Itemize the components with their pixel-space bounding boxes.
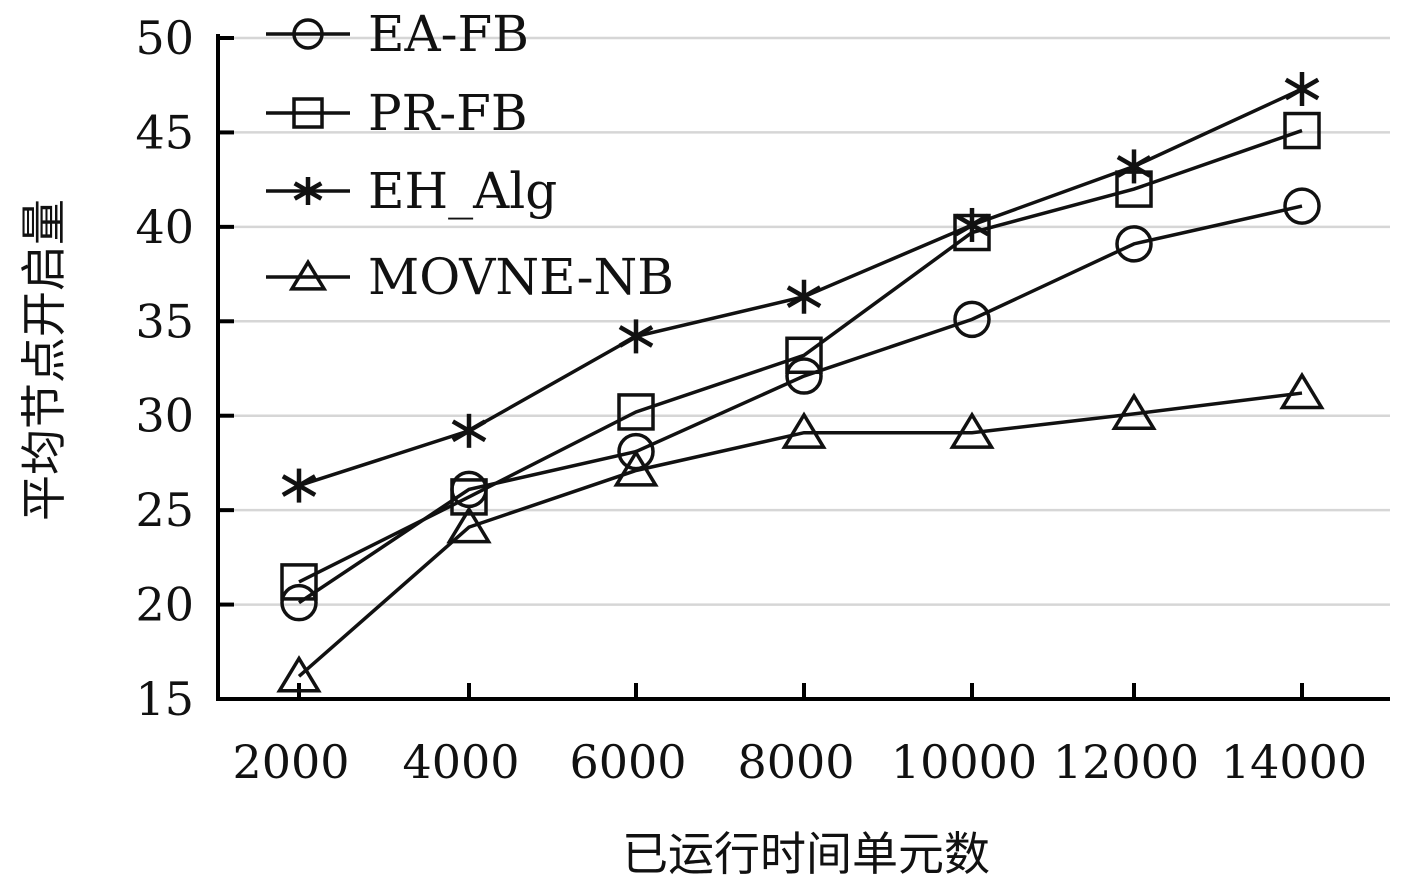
data-point-star	[281, 468, 317, 503]
data-point-triangle	[781, 411, 827, 449]
x-tick-label: 6000	[569, 735, 686, 789]
data-point-star	[293, 177, 323, 205]
legend-entry: EA-FB	[266, 5, 529, 63]
y-tick-label: 20	[135, 578, 194, 632]
star-stroke	[451, 419, 487, 443]
data-point-square	[280, 563, 318, 601]
y-tick-label: 40	[135, 200, 194, 254]
data-point-star	[786, 279, 822, 314]
series-line	[298, 128, 1303, 584]
legend-label: MOVNE-NB	[368, 248, 674, 306]
legend-entry: PR-FB	[266, 84, 528, 142]
data-point-star	[451, 413, 487, 448]
x-axis-label: 已运行时间单元数	[622, 827, 990, 881]
data-point-circle	[785, 357, 823, 395]
series-eh-alg	[281, 71, 1320, 503]
star-stroke	[1284, 77, 1320, 101]
legend-label: EA-FB	[368, 5, 529, 63]
data-point-circle	[1283, 187, 1321, 225]
legend-entry: EH_Alg	[266, 162, 557, 220]
data-point-square	[292, 97, 324, 129]
y-tick-label: 15	[135, 672, 194, 726]
legend-label: EH_Alg	[368, 162, 557, 220]
data-point-circle	[1115, 225, 1153, 263]
y-axis-label: 平均节点开启量	[17, 199, 71, 521]
star-stroke	[786, 285, 822, 309]
data-point-circle	[280, 583, 318, 622]
x-tick-label: 12000	[1053, 735, 1199, 789]
data-point-triangle	[949, 411, 995, 449]
x-tick-label: 8000	[737, 735, 854, 789]
data-point-triangle	[276, 655, 322, 693]
data-point-star	[1284, 71, 1320, 106]
y-tick-label: 25	[135, 483, 194, 537]
data-point-triangle	[1111, 392, 1157, 431]
y-axis-ticks: 15 20 25 30 35 40 45 50	[135, 11, 234, 726]
star-stroke	[954, 213, 990, 237]
y-tick-label: 35	[135, 294, 194, 348]
star-stroke	[293, 181, 323, 201]
y-tick-label: 50	[135, 11, 194, 65]
legend-entry: MOVNE-NB	[266, 248, 674, 306]
legend-label: PR-FB	[368, 84, 528, 142]
x-tick-label: 14000	[1221, 735, 1367, 789]
series-movne-nb	[276, 371, 1325, 693]
data-point-triangle	[1279, 371, 1325, 410]
series-line	[298, 204, 1303, 605]
data-point-square	[450, 478, 488, 516]
x-tick-label: 10000	[891, 735, 1037, 789]
series-line	[297, 391, 1303, 678]
star-stroke	[281, 474, 317, 497]
data-point-square	[617, 393, 655, 431]
data-point-triangle	[446, 505, 492, 544]
x-tick-label: 2000	[232, 735, 349, 789]
data-point-circle	[953, 300, 991, 339]
series-group	[276, 71, 1325, 693]
y-tick-label: 30	[135, 389, 194, 443]
data-point-star	[618, 319, 654, 354]
data-point-triangle	[613, 449, 659, 487]
data-point-star	[954, 207, 990, 242]
x-tick-label: 4000	[402, 735, 519, 789]
data-point-circle	[617, 432, 655, 471]
y-tick-label: 45	[135, 105, 194, 159]
star-stroke	[618, 325, 654, 348]
star-stroke	[1116, 155, 1152, 178]
data-point-square	[1283, 111, 1321, 150]
x-axis-ticks: 2000 4000 6000 8000 10000 12000 14000	[232, 683, 1367, 789]
data-point-triangle	[288, 258, 328, 291]
data-point-star	[1116, 149, 1152, 184]
legend: EA-FB PR-FB EH_Alg MOVNE-NB	[266, 5, 674, 306]
data-point-circle	[292, 18, 324, 50]
series-pr-fb	[280, 111, 1321, 601]
data-point-square	[785, 336, 823, 375]
